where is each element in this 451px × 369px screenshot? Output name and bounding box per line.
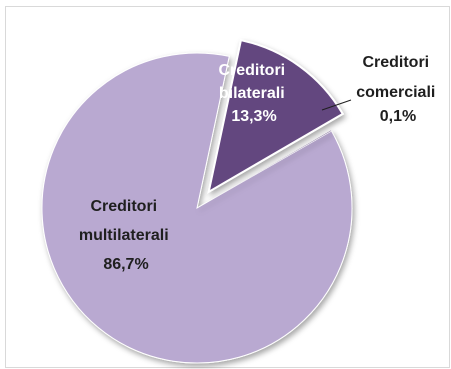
data-label-multilaterali-line-1: Creditori — [90, 198, 157, 215]
data-label-comerciali-line-2: comerciali — [356, 84, 435, 101]
data-label-multilaterali-line-2: multilaterali — [79, 227, 169, 244]
data-label-multilaterali-value: 86,7% — [103, 256, 148, 273]
data-label-bilaterali-line-1: Creditori — [218, 62, 285, 79]
data-label-bilaterali-value: 13,3% — [231, 108, 276, 125]
data-label-comerciali-value: 0,1% — [380, 108, 416, 125]
pie-slice-bilaterali — [207, 39, 345, 194]
data-label-comerciali-line-1: Creditori — [362, 54, 429, 71]
pie-slice-comerciali — [196, 129, 332, 209]
data-label-bilaterali-line-2: bilaterali — [219, 85, 285, 102]
data-label-bilaterali: Creditori bilaterali 13,3% — [218, 62, 289, 125]
data-label-comerciali: Creditori comerciali 0,1% — [356, 54, 440, 125]
data-label-multilaterali: Creditori multilaterali 86,7% — [79, 198, 173, 273]
leader-line-comerciali — [321, 99, 352, 111]
